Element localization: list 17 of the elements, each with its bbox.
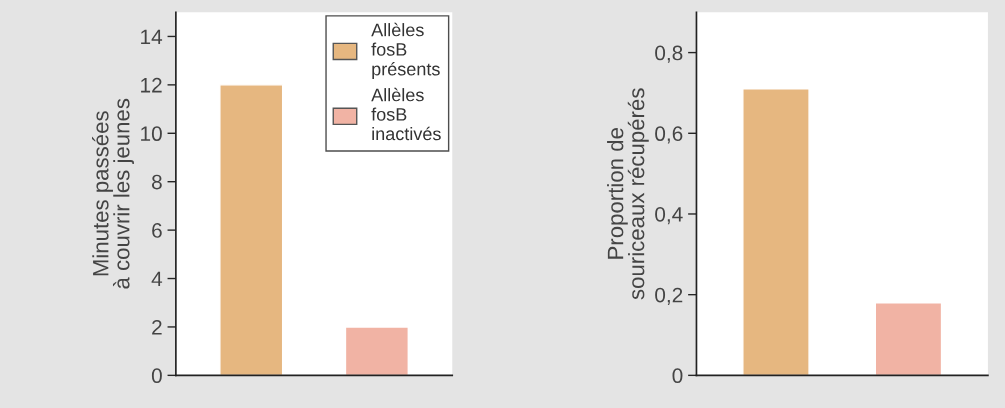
y-tick-label: 0,6 [655,126,683,144]
y-tick-label: 6 [152,223,162,238]
y-tick-label: 8 [152,174,162,190]
y-tick-label: 14 [141,29,163,44]
y-tick-label: 0,2 [655,287,683,305]
y-tick-label: 0 [151,368,162,384]
y-tick-label: 4 [151,271,163,287]
legend-label: Allèles fosB inactivés [371,87,441,141]
y-tick-label: 0,8 [655,45,683,63]
y-tick-label: 12 [141,77,162,93]
y-tick-label: 2 [152,319,162,335]
y-axis-title: Minutes passées à couvrir les jeunes [92,98,134,289]
legend-label: Allèles fosB présents [371,22,440,80]
y-tick-label: 10 [141,126,162,142]
y-axis-title: Proportion de souriceaux récupérés [607,88,649,300]
y-tick-label: 0,4 [655,206,683,225]
y-tick-label: 0 [672,368,683,384]
